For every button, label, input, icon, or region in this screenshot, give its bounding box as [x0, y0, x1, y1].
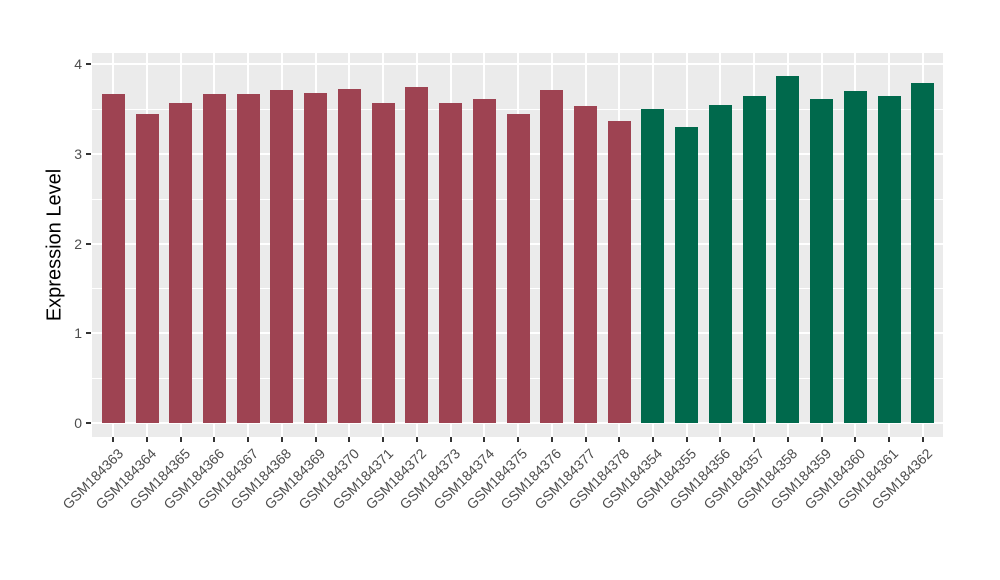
y-axis-tick [86, 242, 91, 245]
y-axis-tick [86, 422, 91, 424]
bar-GSM184374 [472, 99, 496, 423]
bar-GSM184370 [337, 89, 361, 423]
bar-GSM184372 [405, 86, 429, 423]
x-axis-tick [449, 437, 452, 442]
y-tick-label: 3 [74, 145, 82, 162]
bar-GSM184363 [101, 93, 125, 423]
bar-GSM184357 [742, 95, 766, 423]
bar-GSM184355 [675, 126, 699, 423]
x-axis-tick [517, 437, 520, 442]
x-axis-tick [921, 437, 924, 442]
bar-GSM184356 [708, 105, 732, 423]
y-axis-tick [86, 152, 91, 155]
y-axis-tick [86, 63, 91, 66]
bar-GSM184375 [506, 114, 530, 423]
bar-GSM184354 [641, 109, 665, 423]
bar-GSM184365 [169, 102, 193, 423]
y-axis-tick [86, 332, 91, 335]
x-axis-tick [888, 437, 891, 442]
x-axis-tick [314, 437, 317, 442]
bar-GSM184364 [135, 113, 159, 423]
x-axis-tick [483, 437, 486, 442]
bar-GSM184376 [540, 90, 564, 423]
bar-GSM184358 [776, 75, 800, 423]
x-axis-tick [112, 437, 115, 442]
gridline-major [92, 63, 943, 66]
y-tick-label: 0 [74, 415, 82, 431]
x-axis-tick [820, 437, 823, 442]
bar-GSM184371 [371, 102, 395, 423]
x-axis-tick [753, 437, 756, 442]
gridline-major [92, 422, 943, 424]
y-tick-label: 2 [74, 235, 82, 252]
bar-GSM184360 [843, 91, 867, 423]
bar-GSM184359 [810, 99, 834, 423]
x-axis-tick [213, 437, 216, 442]
x-axis-tick [146, 437, 149, 442]
x-axis-tick [415, 437, 418, 442]
x-axis-tick [382, 437, 385, 442]
plot-panel [92, 53, 943, 437]
bar-GSM184361 [877, 96, 901, 423]
x-axis-tick [584, 437, 587, 442]
bar-GSM184373 [439, 102, 463, 423]
y-tick-label: 4 [74, 56, 82, 73]
bar-GSM184367 [236, 93, 260, 423]
x-axis-tick [348, 437, 351, 442]
x-axis-tick [247, 437, 250, 442]
x-axis-tick [786, 437, 789, 442]
bar-GSM184362 [911, 83, 935, 423]
x-axis-tick [550, 437, 553, 442]
x-axis-tick [854, 437, 857, 442]
x-axis-tick [618, 437, 621, 442]
x-axis-tick [685, 437, 688, 442]
gridline-minor [92, 109, 943, 111]
bar-GSM184368 [270, 90, 294, 423]
y-tick-label: 1 [74, 325, 82, 342]
bar-GSM184369 [304, 92, 328, 423]
x-axis-tick [719, 437, 722, 442]
x-axis-tick [280, 437, 283, 442]
bar-GSM184378 [607, 120, 631, 423]
bar-GSM184377 [574, 106, 598, 423]
x-axis-tick [651, 437, 654, 442]
bar-GSM184366 [202, 93, 226, 423]
x-axis-tick [179, 437, 182, 442]
